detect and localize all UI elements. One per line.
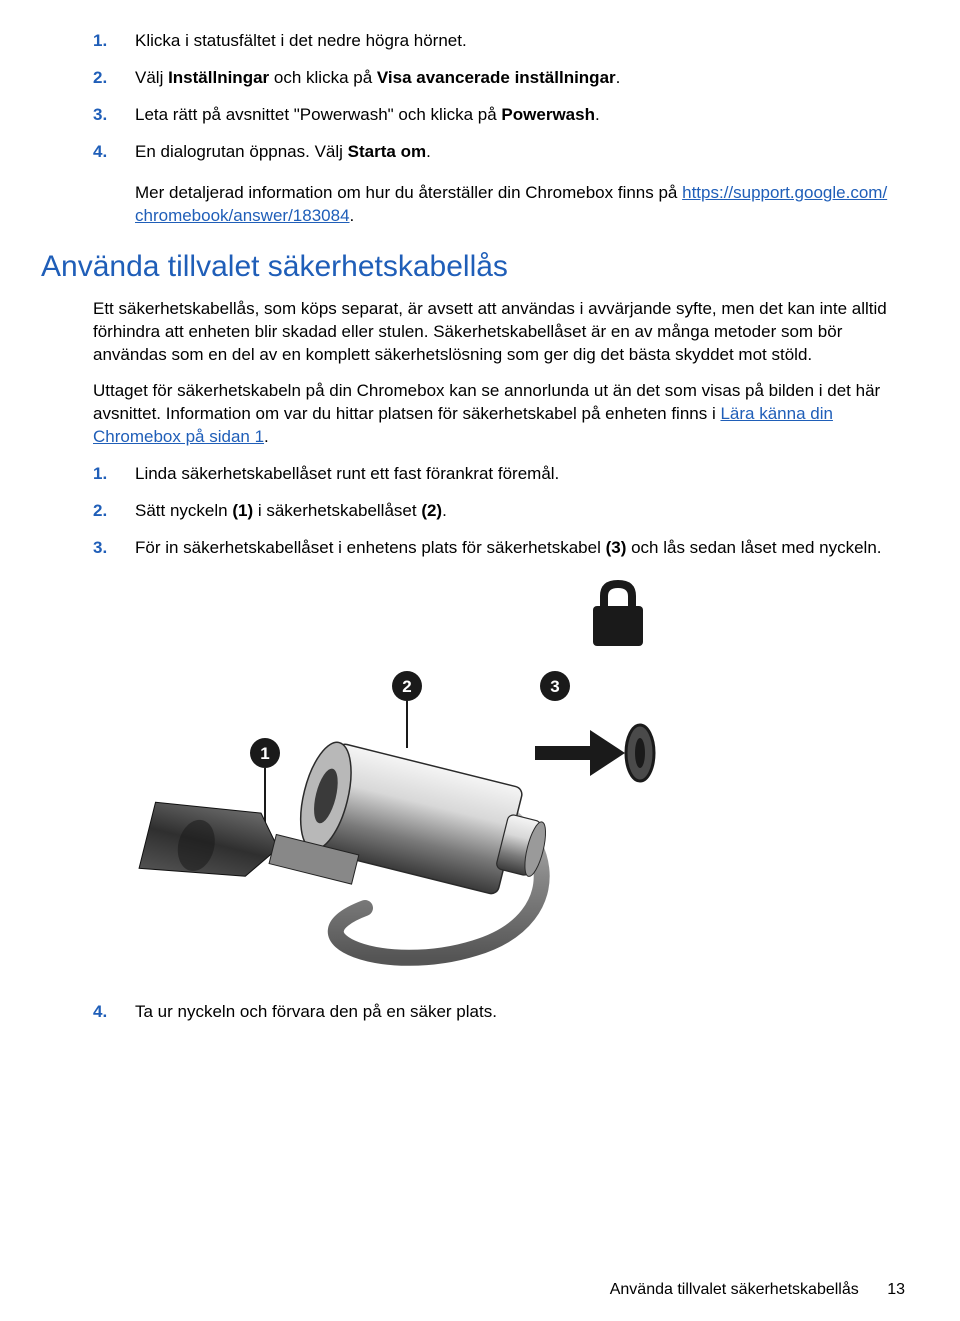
paragraph: Uttaget för säkerhetskabeln på din Chrom… (93, 380, 905, 449)
step-item: 2. Välj Inställningar och klicka på Visa… (93, 67, 905, 90)
step-item: 1. Linda säkerhetskabellåset runt ett fa… (93, 463, 905, 486)
step-text: Sätt nyckeln (1) i säkerhetskabellåset (… (135, 500, 905, 523)
step-number: 2. (93, 500, 135, 523)
lock-figure: 3 2 1 (135, 578, 905, 983)
step-number: 1. (93, 30, 135, 53)
arrow-icon (535, 730, 625, 776)
step-number: 3. (93, 104, 135, 127)
more-info-paragraph: Mer detaljerad information om hur du åte… (135, 182, 905, 228)
callout-label: 1 (260, 744, 269, 763)
cable-lock-illustration: 3 2 1 (135, 578, 675, 978)
step-item: 4. Ta ur nyckeln och förvara den på en s… (93, 1001, 905, 1024)
step-item: 2. Sätt nyckeln (1) i säkerhetskabellåse… (93, 500, 905, 523)
step-item: 3. För in säkerhetskabellåset i enhetens… (93, 537, 905, 560)
padlock-icon (593, 580, 643, 646)
step-number: 3. (93, 537, 135, 560)
step-text: Linda säkerhetskabellåset runt ett fast … (135, 463, 905, 486)
footer-section-title: Använda tillvalet säkerhetskabellås (610, 1281, 859, 1298)
step-text: För in säkerhetskabellåset i enhetens pl… (135, 537, 905, 560)
step-text: Leta rätt på avsnittet "Powerwash" och k… (135, 104, 905, 127)
step-number: 4. (93, 1001, 135, 1024)
step-text: En dialogrutan öppnas. Välj Starta om. (135, 141, 905, 164)
support-link-2[interactable]: chromebook/answer/183084 (135, 206, 350, 225)
step-item: 3. Leta rätt på avsnittet "Powerwash" oc… (93, 104, 905, 127)
step-item: 4. En dialogrutan öppnas. Välj Starta om… (93, 141, 905, 164)
paragraph: Ett säkerhetskabellås, som köps separat,… (93, 298, 905, 367)
step-item: 1. Klicka i statusfältet i det nedre hög… (93, 30, 905, 53)
step-text: Ta ur nyckeln och förvara den på en säke… (135, 1001, 905, 1024)
steps-list-b: 1. Linda säkerhetskabellåset runt ett fa… (93, 463, 905, 560)
support-link-1[interactable]: https://support.google.com/ (682, 183, 887, 202)
steps-list-a: 1. Klicka i statusfältet i det nedre hög… (93, 30, 905, 164)
callout-label: 3 (550, 677, 559, 696)
step-text: Klicka i statusfältet i det nedre högra … (135, 30, 905, 53)
step-number: 2. (93, 67, 135, 90)
footer-page-number: 13 (887, 1281, 905, 1298)
step-number: 4. (93, 141, 135, 164)
step-text: Välj Inställningar och klicka på Visa av… (135, 67, 905, 90)
page-footer: Använda tillvalet säkerhetskabellås 13 (610, 1281, 905, 1299)
callout-label: 2 (402, 677, 411, 696)
step-number: 1. (93, 463, 135, 486)
section-heading: Använda tillvalet säkerhetskabellås (41, 250, 905, 284)
steps-list-b-cont: 4. Ta ur nyckeln och förvara den på en s… (93, 1001, 905, 1024)
